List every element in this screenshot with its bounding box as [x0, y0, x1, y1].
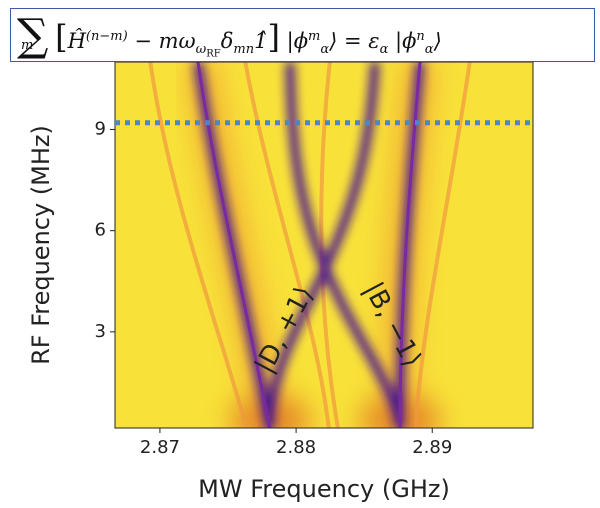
heatmap	[115, 62, 533, 428]
eq-part: |ϕ	[388, 29, 417, 53]
eq-part: ∑	[17, 10, 49, 61]
y-tick-label: 9	[95, 118, 106, 139]
eq-part: α	[320, 42, 330, 58]
eq-part: m	[308, 29, 321, 44]
y-tick-label: 6	[95, 220, 106, 241]
eq-part: n	[416, 29, 425, 44]
eq-part: |ϕ	[279, 29, 309, 53]
eq-part: m	[21, 38, 34, 53]
eq-part: α	[379, 42, 389, 58]
eq-part: − mω	[127, 29, 196, 53]
equation: ∑ m [Ĥ(n−m) − mωωRFδmn1̂] |ϕmα⟩ = εα |ϕnα…	[10, 8, 595, 62]
eq-part: δ	[220, 29, 234, 53]
x-tick-label: 2.88	[276, 437, 316, 458]
eq-part: RF	[206, 48, 221, 60]
eq-part: ω	[195, 42, 207, 58]
x-tick-label: 2.89	[412, 437, 452, 458]
x-tick-label: 2.87	[140, 437, 180, 458]
eq-part: mn	[233, 42, 255, 58]
x-axis-label: MW Frequency (GHz)	[198, 475, 450, 503]
eq-part: (n−m)	[85, 29, 128, 44]
eq-part: [	[55, 18, 68, 56]
plot-frame	[114, 61, 534, 429]
eq-part: Ĥ	[67, 29, 86, 53]
eq-part: α	[424, 42, 434, 58]
eq-part: ⟩	[433, 29, 442, 53]
eq-part: 1̂	[254, 29, 268, 53]
eq-part: ⟩ = ε	[329, 29, 380, 53]
eq-part: ]	[267, 18, 280, 56]
y-tick-label: 3	[95, 321, 106, 342]
y-axis-label: RF Frequency (MHz)	[27, 125, 55, 365]
